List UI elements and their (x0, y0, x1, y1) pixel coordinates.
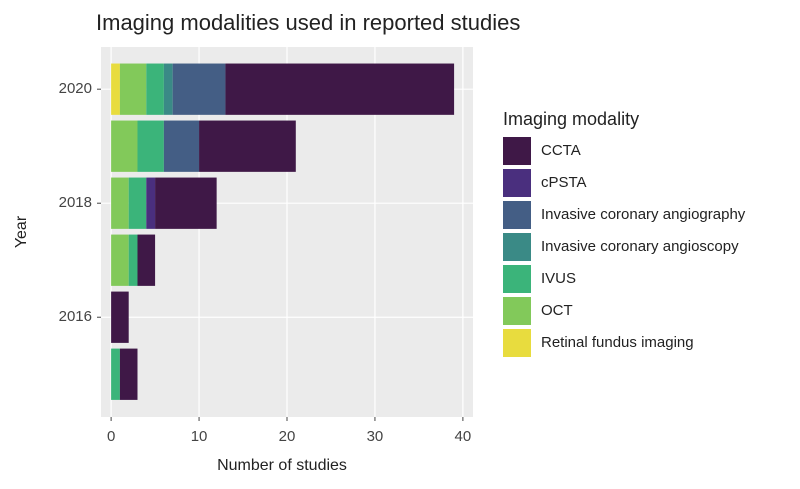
bar-segment (111, 348, 120, 400)
bar-segment (119, 348, 138, 400)
bar-segment (163, 63, 173, 115)
bar-segment (163, 120, 200, 172)
bar-segment (155, 177, 217, 229)
x-tick-label: 0 (107, 428, 115, 445)
bar-segment (128, 234, 138, 286)
legend-swatch (503, 201, 531, 229)
legend-label: Retinal fundus imaging (541, 334, 694, 351)
bar-segment (111, 177, 129, 229)
y-tick-label: 2016 (59, 308, 92, 325)
legend-swatch (503, 233, 531, 261)
y-axis-title: Year (13, 215, 30, 248)
legend-swatch (503, 297, 531, 325)
bar-segment (137, 234, 156, 286)
bar-segment (146, 177, 156, 229)
x-tick-label: 10 (191, 428, 208, 445)
legend-label: Invasive coronary angioscopy (541, 238, 739, 255)
bar-segment (137, 120, 164, 172)
legend-label: IVUS (541, 270, 576, 287)
legend-label: OCT (541, 302, 573, 319)
x-tick-label: 30 (367, 428, 384, 445)
legend-label: cPSTA (541, 174, 587, 191)
y-tick-label: 2018 (59, 194, 92, 211)
legend-label: CCTA (541, 142, 581, 159)
legend-swatch (503, 169, 531, 197)
bar-segment (225, 63, 455, 115)
legend-swatch (503, 137, 531, 165)
legend-swatch (503, 329, 531, 357)
x-axis-title: Number of studies (217, 457, 347, 474)
x-tick-label: 40 (455, 428, 472, 445)
bar-segment (111, 120, 138, 172)
chart-title: Imaging modalities used in reported stud… (96, 10, 520, 35)
bar-segment (128, 177, 147, 229)
legend-title: Imaging modality (503, 109, 639, 129)
x-tick-label: 20 (279, 428, 296, 445)
bar-segment (146, 63, 164, 115)
bar-segment (111, 291, 129, 343)
bar-segment (111, 234, 129, 286)
legend-swatch (503, 265, 531, 293)
bar-segment (119, 63, 147, 115)
legend-label: Invasive coronary angiography (541, 206, 746, 223)
bar-segment (199, 120, 296, 172)
y-tick-label: 2020 (59, 80, 92, 97)
bar-segment (172, 63, 226, 115)
bar-segment (111, 63, 120, 115)
